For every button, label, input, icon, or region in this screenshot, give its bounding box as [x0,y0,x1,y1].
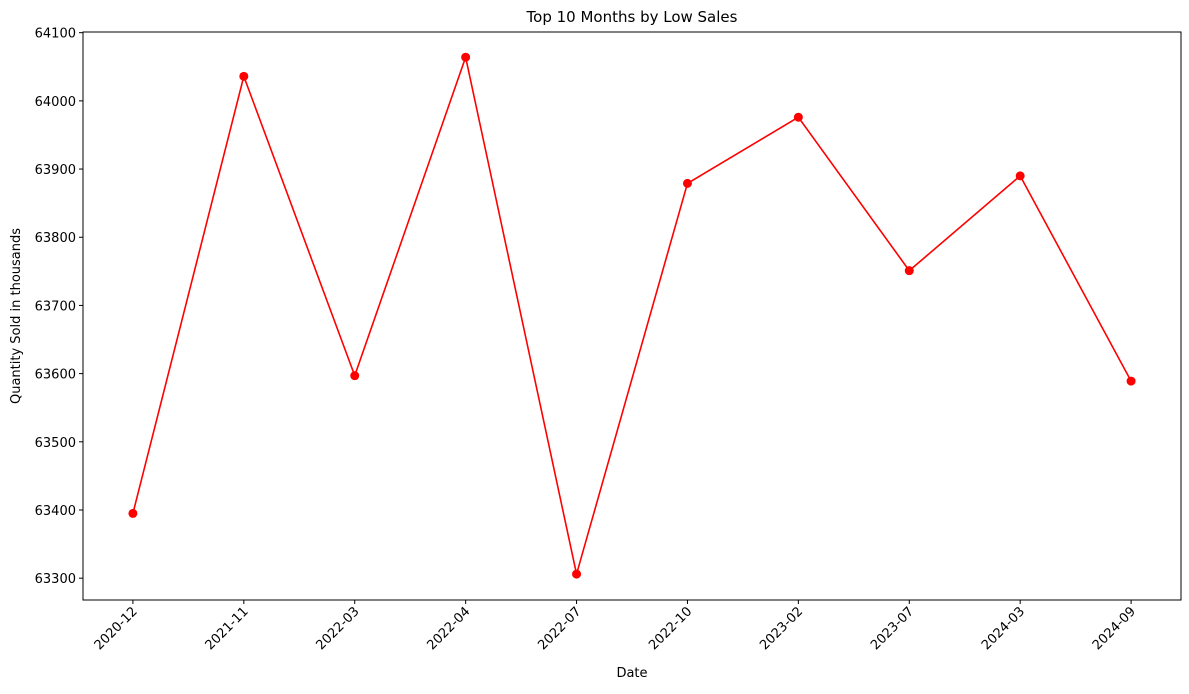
point [350,371,360,381]
x-axis-label: Date [616,666,647,681]
y-tick-label: 63800 [35,231,76,246]
x-tick-label: 2022-04 [424,604,473,653]
x-tick-label: 2022-03 [314,604,363,653]
point [461,52,471,62]
y-tick-label: 64100 [35,27,76,42]
y-tick-label: 64000 [35,95,76,110]
x-tick-label: 2024-03 [979,604,1028,653]
point [682,178,692,188]
line [132,54,1132,575]
point [239,71,249,81]
point [1126,376,1136,386]
point [904,266,914,276]
x-tick-label: 2023-02 [757,604,806,653]
y-tick-label: 63400 [35,504,76,519]
y-tick-label: 63500 [35,436,76,451]
y-tick-label: 63600 [35,368,76,383]
x-tick-label: 2020-12 [92,604,141,653]
chart-title: Top 10 Months by Low Sales [526,8,738,26]
x-tick-label: 2022-07 [535,604,584,653]
point [793,112,803,122]
point [128,508,138,518]
x-tick-label: 2022-10 [646,604,695,653]
y-axis-label: Quantity Sold in thousands [9,228,24,404]
y-tick-label: 63300 [35,572,76,587]
y-tick-label: 63700 [35,299,76,314]
y-tick-label: 63900 [35,163,76,178]
x-tick-label: 2023-07 [868,604,917,653]
plot-frame [82,31,1182,601]
x-tick-label: 2021-11 [203,604,252,653]
point [572,569,582,579]
x-tick-label: 2024-09 [1090,604,1139,653]
point [1015,171,1025,181]
